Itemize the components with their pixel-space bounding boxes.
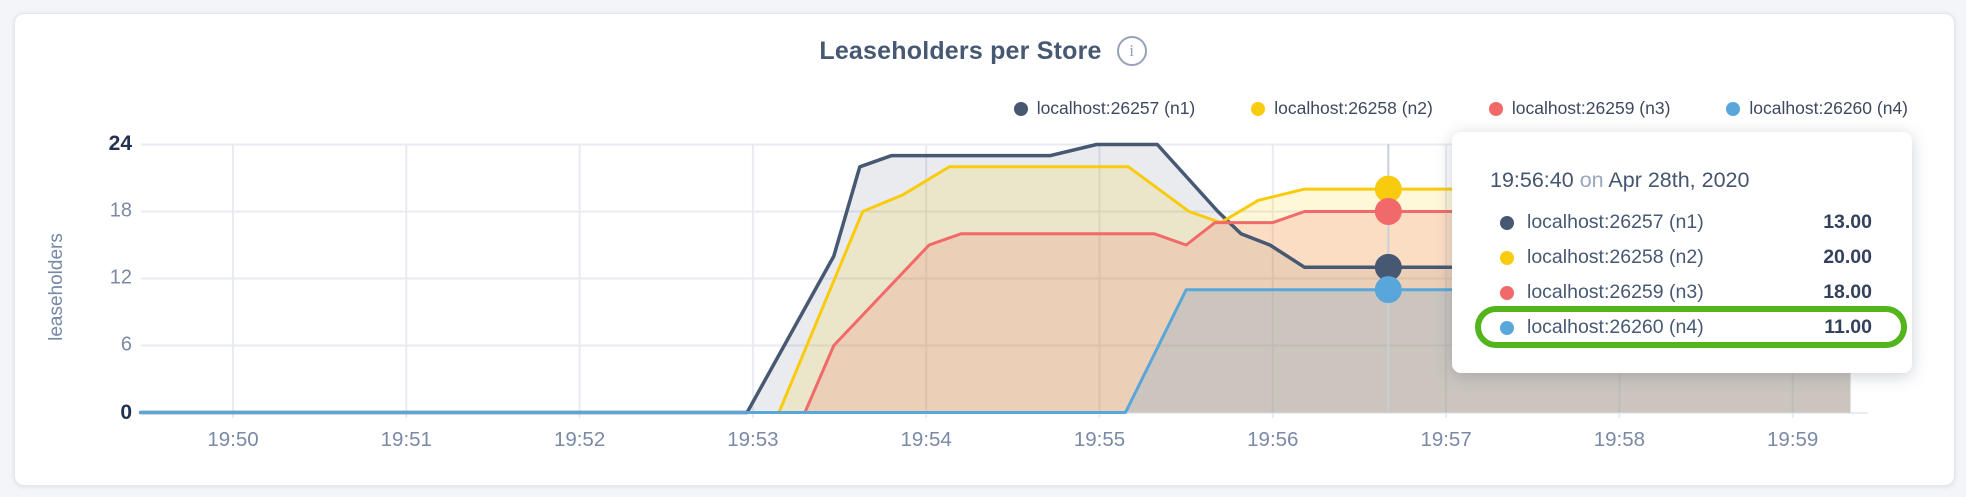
legend-item-n3[interactable]: localhost:26259 (n3): [1488, 98, 1671, 119]
x-tick-label: 19:57: [1420, 428, 1472, 451]
y-tick-label: 6: [120, 333, 132, 356]
tooltip-row-n1: localhost:26257 (n1) 13.00: [1500, 205, 1912, 240]
tooltip-series-value: 18.00: [1823, 281, 1872, 303]
y-tick-label: 0: [120, 400, 132, 424]
legend-label-n4: localhost:26260 (n4): [1749, 98, 1908, 118]
legend-dot-n4-icon: [1726, 101, 1741, 116]
tooltip-series-name: localhost:26258 (n2): [1527, 246, 1704, 268]
info-icon[interactable]: i: [1116, 36, 1147, 66]
legend-label-n1: localhost:26257 (n1): [1036, 98, 1196, 118]
hover-tooltip: 19:56:40 on Apr 28th, 2020 localhost:262…: [1452, 132, 1912, 373]
tooltip-dot-n2-icon: [1500, 250, 1514, 265]
hover-data-point-n1[interactable]: [1374, 253, 1402, 281]
hover-data-point-n2[interactable]: [1374, 175, 1402, 203]
legend-label-n3: localhost:26259 (n3): [1511, 98, 1671, 118]
tooltip-series-name: localhost:26257 (n1): [1527, 211, 1704, 233]
legend-dot-n3-icon: [1488, 101, 1503, 116]
hover-data-point-n4[interactable]: [1374, 276, 1402, 304]
tooltip-dot-n4-icon: [1500, 320, 1514, 335]
legend-item-n1[interactable]: localhost:26257 (n1): [1013, 98, 1196, 119]
legend: localhost:26257 (n1) localhost:26258 (n2…: [1013, 98, 1908, 119]
tooltip-dot-n1-icon: [1500, 215, 1514, 230]
legend-dot-n1-icon: [1013, 101, 1028, 116]
x-tick-label: 19:52: [553, 428, 606, 451]
page-title: Leaseholders per Store: [819, 36, 1102, 65]
tooltip-series-value: 11.00: [1824, 316, 1872, 338]
x-tick-label: 19:50: [207, 428, 259, 451]
x-tick-label: 19:55: [1073, 428, 1126, 451]
series-area-n3: [140, 211, 1851, 413]
legend-item-n4[interactable]: localhost:26260 (n4): [1726, 98, 1908, 119]
x-tick-label: 19:56: [1247, 428, 1299, 451]
y-tick-label: 24: [108, 132, 132, 156]
tooltip-row-n2: localhost:26258 (n2) 20.00: [1500, 240, 1912, 275]
tooltip-date: Apr 28th, 2020: [1608, 168, 1750, 192]
legend-dot-n2-icon: [1251, 101, 1266, 116]
tooltip-series-name: localhost:26260 (n4): [1527, 316, 1704, 338]
tooltip-dot-n3-icon: [1500, 285, 1514, 300]
series-line-n1: [138, 142, 1853, 415]
x-tick-label: 19:53: [727, 428, 779, 451]
x-tick-label: 19:58: [1593, 428, 1646, 451]
legend-item-n2[interactable]: localhost:26258 (n2): [1251, 98, 1433, 119]
series-line-n3: [139, 210, 1852, 414]
series-area-n1: [140, 144, 1851, 413]
y-tick-label: 18: [109, 199, 132, 222]
tooltip-series-name: localhost:26259 (n3): [1527, 281, 1704, 303]
chart-header: Leaseholders per Store i: [0, 36, 1966, 66]
tooltip-time: 19:56:40: [1490, 168, 1574, 192]
tooltip-row-n4: localhost:26260 (n4) 11.00: [1475, 306, 1912, 348]
x-tick-label: 19:59: [1767, 428, 1819, 451]
series-area-n2: [140, 166, 1851, 413]
legend-label-n2: localhost:26258 (n2): [1274, 98, 1433, 118]
x-tick-label: 19:51: [380, 428, 432, 451]
tooltip-series-value: 13.00: [1823, 211, 1872, 233]
x-tick-label: 19:54: [900, 428, 952, 451]
tooltip-series-value: 20.00: [1823, 246, 1872, 268]
series-area-n4: [140, 289, 1851, 413]
tooltip-row-n3: localhost:26259 (n3) 18.00: [1500, 275, 1912, 310]
tooltip-conjunction: on: [1579, 168, 1604, 192]
hover-data-point-n3[interactable]: [1374, 197, 1402, 225]
series-line-n2: [139, 165, 1852, 414]
tooltip-rows: localhost:26257 (n1) 13.00 localhost:262…: [1475, 205, 1912, 348]
y-tick-label: 12: [109, 266, 132, 289]
tooltip-timestamp: 19:56:40 on Apr 28th, 2020: [1490, 168, 1912, 193]
